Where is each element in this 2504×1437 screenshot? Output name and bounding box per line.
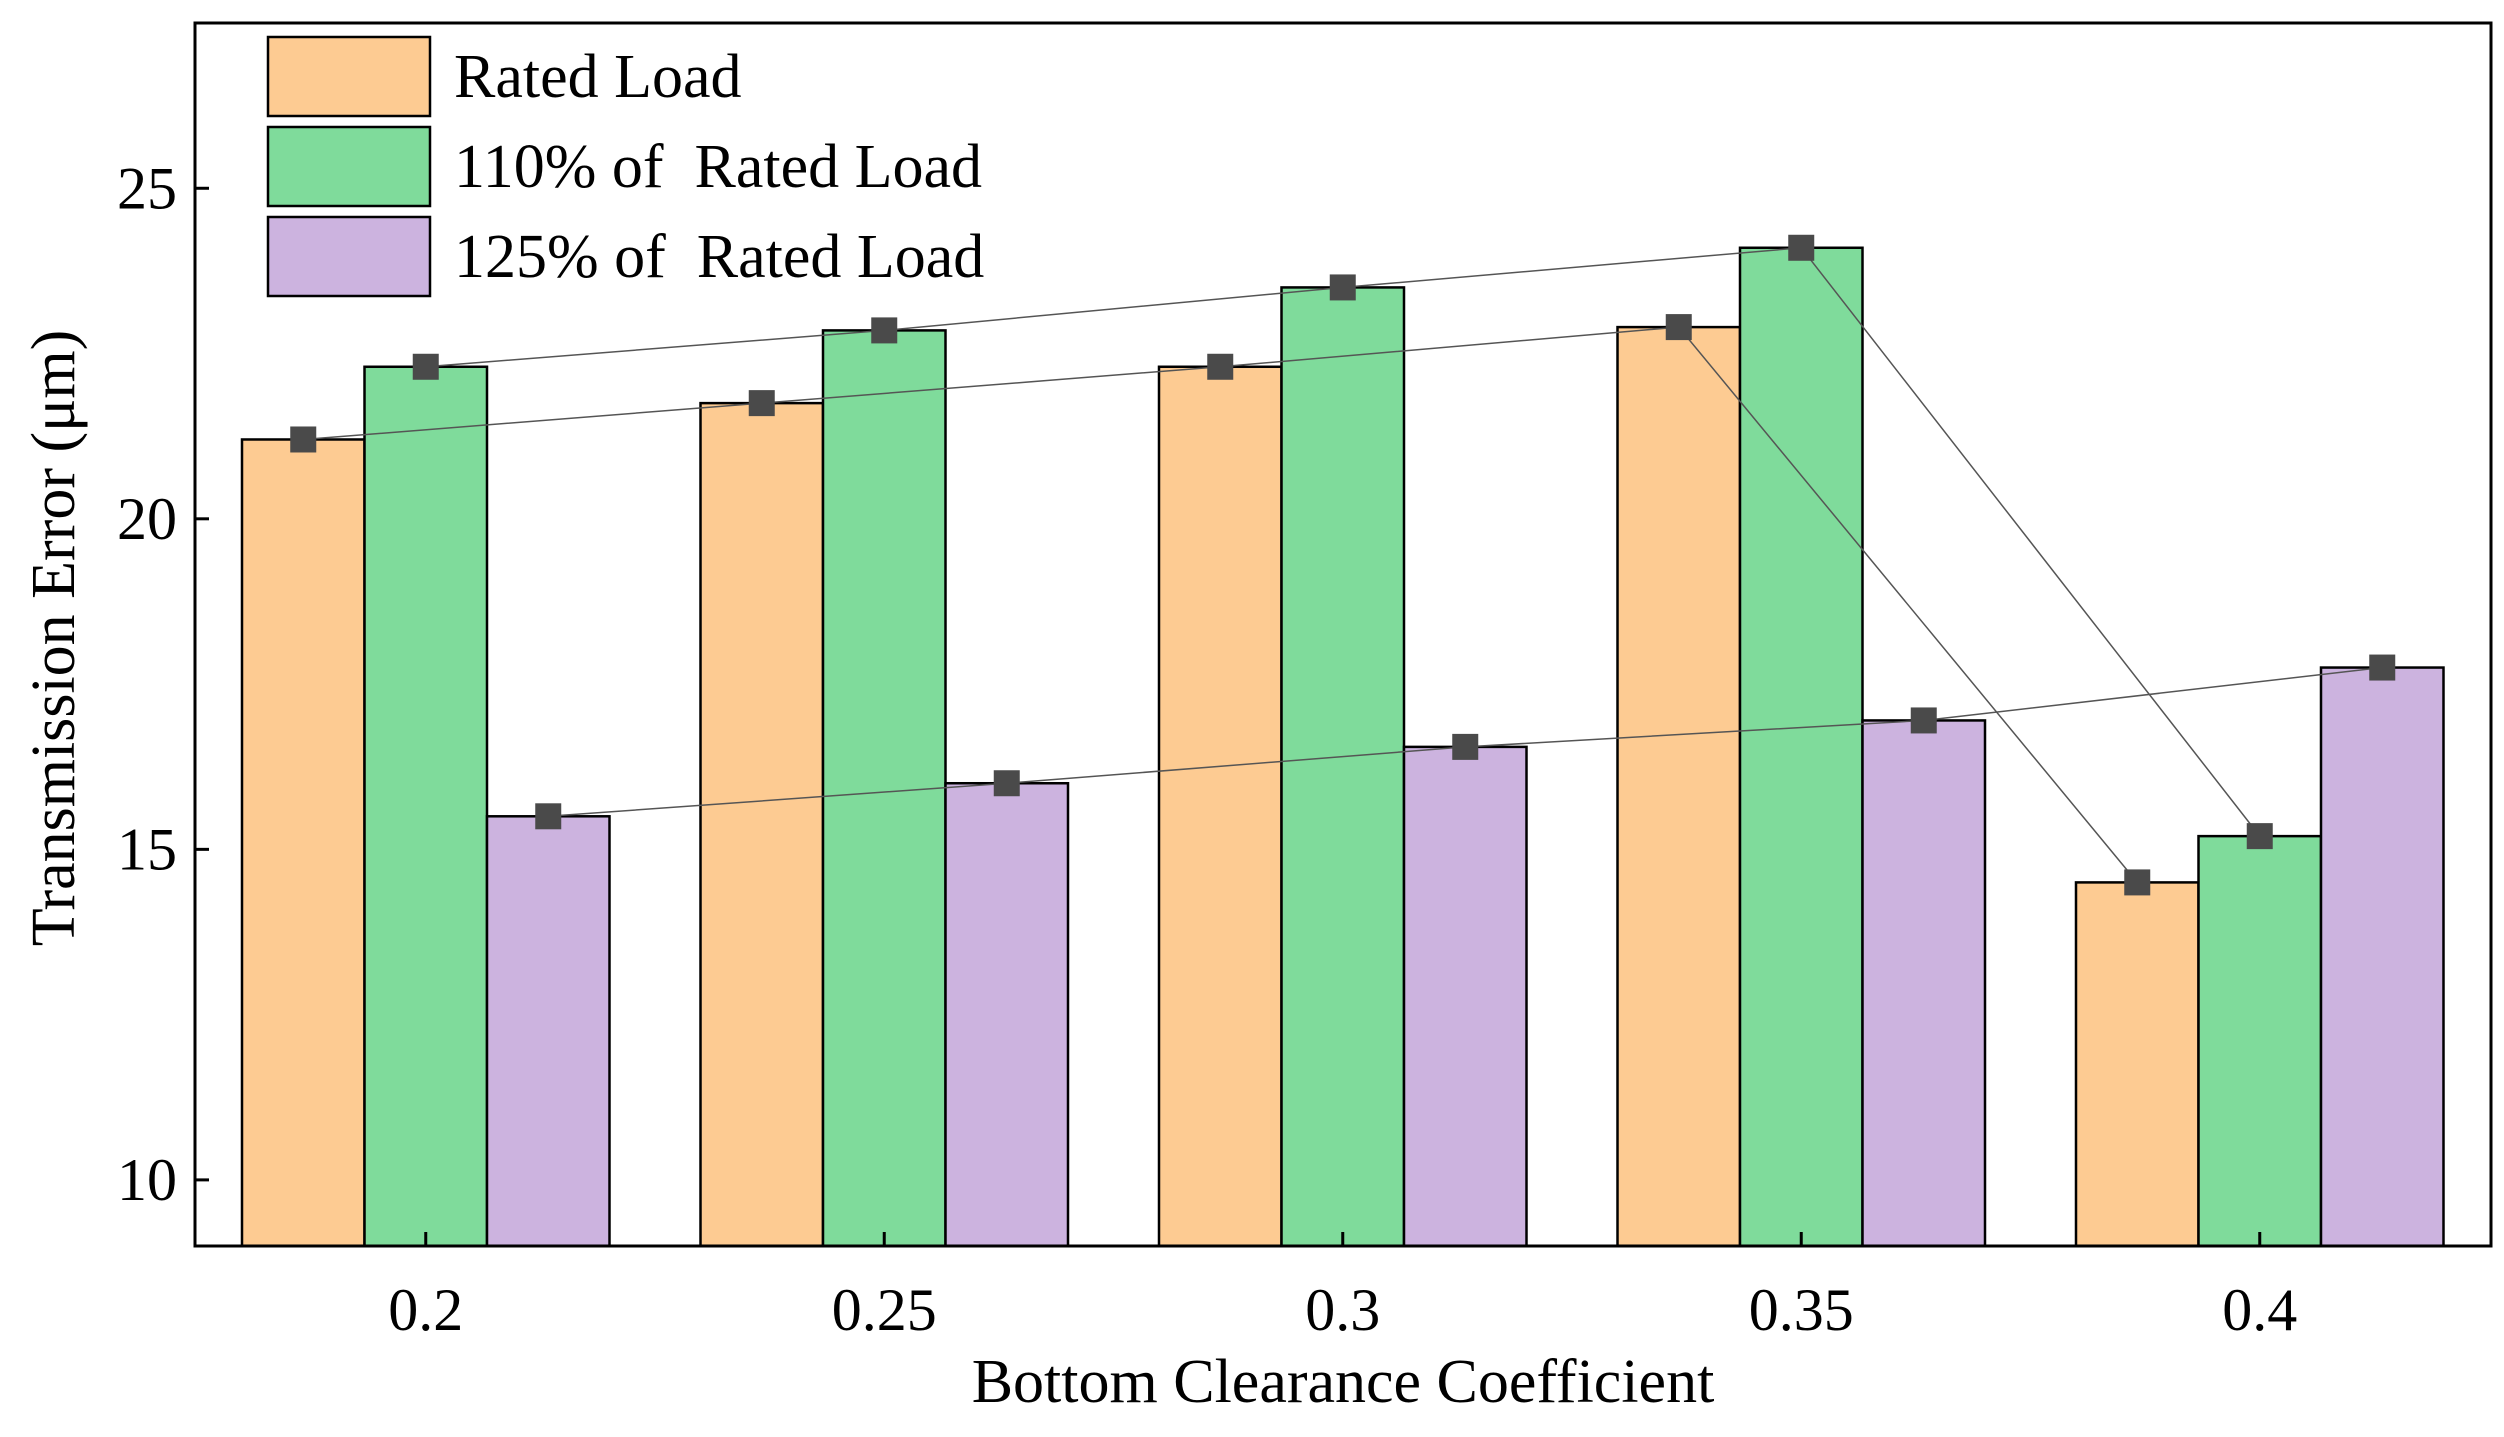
- bar-125-of-rated-load-0.4: [2319, 666, 2445, 1248]
- x-tick-label-0.2: 0.2: [388, 1277, 463, 1343]
- y-tick-label-25: 25: [117, 155, 177, 221]
- x-tick-label-0.4: 0.4: [2222, 1277, 2297, 1343]
- bars-layer: [240, 246, 2445, 1248]
- marker-110-of-rated-load-0.35: [1788, 234, 1815, 261]
- marker-125-of-rated-load-0.4: [2369, 654, 2396, 681]
- bar-125-of-rated-load-0.25: [944, 781, 1070, 1248]
- y-tick-label-20: 20: [117, 486, 177, 552]
- y-tick-label-15: 15: [117, 816, 177, 882]
- legend-label-rated-load: Rated Load: [454, 43, 742, 111]
- marker-110-of-rated-load-0.3: [1329, 274, 1356, 301]
- marker-110-of-rated-load-0.25: [871, 317, 898, 344]
- bar-125-of-rated-load-0.3: [1402, 745, 1528, 1248]
- legend-swatch-110-of-rated-load: [266, 125, 432, 208]
- bar-125-of-rated-load-0.35: [1861, 719, 1987, 1248]
- x-tick-label-0.3: 0.3: [1305, 1277, 1380, 1343]
- bar-rated-load-0.4: [2074, 881, 2200, 1248]
- bar-rated-load-0.2: [240, 438, 366, 1248]
- legend-label-125-of-rated-load: 125% of Rated Load: [454, 223, 984, 291]
- x-axis-label: Bottom Clearance Coefficient: [972, 1348, 1715, 1416]
- bar-110-of-rated-load-0.3: [1280, 286, 1406, 1248]
- marker-rated-load-0.25: [748, 390, 775, 417]
- marker-rated-load-0.35: [1665, 314, 1692, 341]
- marker-110-of-rated-load-0.2: [412, 353, 439, 380]
- bar-125-of-rated-load-0.2: [485, 815, 611, 1248]
- marker-125-of-rated-load-0.2: [535, 803, 562, 830]
- y-tick-label-10: 10: [117, 1147, 177, 1213]
- legend-label-110-of-rated-load: 110% of Rated Load: [454, 133, 982, 201]
- bar-110-of-rated-load-0.2: [363, 365, 489, 1248]
- marker-rated-load-0.4: [2124, 869, 2151, 896]
- x-tick-label-0.35: 0.35: [1749, 1277, 1854, 1343]
- marker-rated-load-0.2: [290, 426, 317, 453]
- marker-125-of-rated-load-0.3: [1452, 733, 1479, 760]
- marker-125-of-rated-load-0.25: [993, 770, 1020, 797]
- markers-layer: [290, 234, 2396, 896]
- bar-rated-load-0.35: [1616, 325, 1742, 1248]
- y-axis-label: Transmission Error (μm): [20, 330, 88, 947]
- axes-layer: 10 15 20 25 0.2 0.25 0.3 0.35 0.4: [117, 21, 2493, 1343]
- legend-swatch-125-of-rated-load: [266, 215, 432, 298]
- bar-110-of-rated-load-0.4: [2197, 834, 2323, 1248]
- bar-110-of-rated-load-0.25: [821, 329, 947, 1248]
- marker-110-of-rated-load-0.4: [2246, 823, 2273, 850]
- legend: Rated Load 110% of Rated Load 125% of Rate…: [266, 35, 984, 298]
- x-tick-label-0.25: 0.25: [832, 1277, 937, 1343]
- marker-rated-load-0.3: [1207, 353, 1234, 380]
- marker-125-of-rated-load-0.35: [1910, 707, 1937, 734]
- bar-rated-load-0.25: [699, 401, 825, 1248]
- legend-swatch-rated-load: [266, 35, 432, 118]
- bar-rated-load-0.3: [1157, 365, 1283, 1248]
- bar-110-of-rated-load-0.35: [1738, 246, 1864, 1248]
